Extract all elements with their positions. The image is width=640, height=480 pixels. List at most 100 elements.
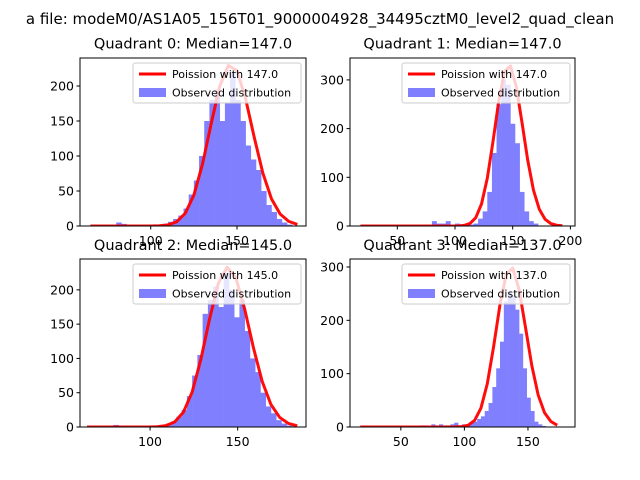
histogram-bar	[192, 375, 198, 427]
histogram-bar	[281, 423, 288, 427]
y-tick-label: 200	[50, 79, 74, 94]
y-tick-label: 200	[320, 121, 344, 136]
plot-area	[87, 265, 298, 427]
histogram-bar	[526, 397, 531, 427]
histogram-bar	[528, 221, 534, 226]
histogram-bar	[515, 309, 520, 427]
histogram-bar	[445, 221, 451, 226]
histogram-bar	[244, 331, 251, 427]
legend: Poission with 147.0 Observed distribution	[132, 62, 302, 104]
histogram-bar	[480, 416, 486, 427]
histogram-bar	[511, 296, 516, 427]
poisson-curve	[90, 63, 298, 226]
histogram-bar	[533, 223, 539, 226]
histogram-bar	[219, 121, 226, 226]
histogram-bar	[484, 411, 489, 427]
legend-observed-swatch	[139, 289, 166, 298]
histogram-bar	[171, 421, 177, 427]
poisson-curve	[87, 265, 298, 427]
histogram-bar	[183, 208, 189, 226]
histogram-bar	[491, 152, 497, 226]
histogram-bar	[496, 368, 501, 427]
histogram-bar	[265, 406, 272, 427]
histogram-bar	[271, 212, 277, 226]
quadrant-1-title: Quadrant 1: Median=147.0	[363, 37, 561, 53]
x-tick-label: 100	[139, 233, 163, 248]
histogram-bar	[478, 218, 483, 226]
y-tick-label: 100	[50, 149, 74, 164]
quadrant-2-title: Quadrant 2: Median=145.0	[94, 238, 292, 254]
histogram-bar	[492, 387, 497, 427]
histogram-bar	[270, 413, 277, 427]
histogram-bar	[188, 194, 195, 226]
histogram-bar	[468, 224, 474, 226]
histogram-bar	[500, 341, 505, 427]
legend: Poission with 137.0 Observed distribution	[401, 263, 571, 305]
x-tick-label: 150	[226, 434, 250, 449]
histogram-bar	[519, 333, 524, 427]
histogram-bar	[193, 180, 200, 226]
histogram-bar	[181, 409, 188, 427]
histogram-bar	[510, 123, 516, 226]
x-tick-label: 150	[516, 434, 540, 449]
y-tick-label: 50	[58, 385, 74, 400]
quadrant-1-panel: 0 100 200 300 50 100 150 200 Poission with 147.0…	[320, 37, 582, 249]
histogram-bar	[530, 411, 535, 427]
histogram-bar	[488, 403, 493, 427]
x-tick-label: 100	[443, 233, 467, 248]
histogram-bar	[524, 211, 530, 226]
legend-box	[401, 263, 571, 305]
histogram-bar	[178, 215, 184, 226]
legend-observed-label: Observed distribution	[172, 288, 291, 301]
histogram-bar	[534, 421, 539, 427]
histogram-bar	[240, 121, 246, 226]
axes-frame	[349, 258, 576, 428]
histogram-bar	[234, 317, 240, 427]
histogram-bar	[260, 392, 267, 427]
quadrant-3-title: Quadrant 3: Median=137.0	[363, 238, 561, 254]
legend-poisson-label: Poission with 147.0	[172, 68, 278, 81]
histogram-bar	[116, 222, 122, 226]
quadrant-3-panel: 0 100 200 300 50 100 150 Poission with 137.0 Obs…	[320, 238, 576, 449]
legend-poisson-label: Poission with 147.0	[441, 68, 547, 81]
histogram-bar	[473, 223, 479, 226]
y-tick-label: 0	[336, 420, 344, 435]
legend-observed-swatch	[408, 88, 435, 97]
legend-poisson-label: Poission with 145.0	[172, 269, 278, 282]
legend-observed-swatch	[408, 289, 435, 298]
histogram-bar	[487, 191, 493, 226]
legend-box	[401, 62, 571, 104]
histogram-bar	[541, 425, 547, 427]
histogram-bar	[223, 272, 230, 427]
histogram-bar	[482, 211, 488, 226]
y-tick-label: 150	[50, 114, 74, 129]
histogram-bar	[501, 79, 507, 226]
histogram-bar	[519, 191, 525, 226]
legend-observed-label: Observed distribution	[172, 87, 291, 100]
histogram-bar	[207, 300, 214, 427]
histogram-bar	[204, 121, 210, 226]
y-tick-label: 0	[336, 219, 344, 234]
y-tick-label: 0	[66, 420, 74, 435]
histogram-bar	[250, 159, 257, 226]
histogram-bar	[286, 425, 293, 427]
legend-box	[132, 62, 302, 104]
histogram-bar	[454, 422, 459, 427]
histogram-bar	[276, 420, 282, 427]
histogram-bar	[255, 372, 261, 427]
histogram-bar	[214, 89, 221, 226]
histogram-bar	[218, 307, 224, 427]
axes-frame	[79, 258, 307, 428]
histogram-bar	[281, 222, 288, 226]
histogram-bar	[473, 421, 478, 427]
histogram-bar	[224, 103, 231, 226]
axes-frame	[79, 57, 307, 227]
histogram-bar	[209, 100, 215, 226]
histogram-bar	[213, 286, 219, 427]
histogram-bar	[249, 358, 256, 427]
x-tick-label: 50	[393, 434, 409, 449]
histogram-bar	[255, 170, 262, 226]
legend: Poission with 147.0 Observed distribution	[401, 62, 571, 104]
axes-frame	[349, 57, 576, 227]
